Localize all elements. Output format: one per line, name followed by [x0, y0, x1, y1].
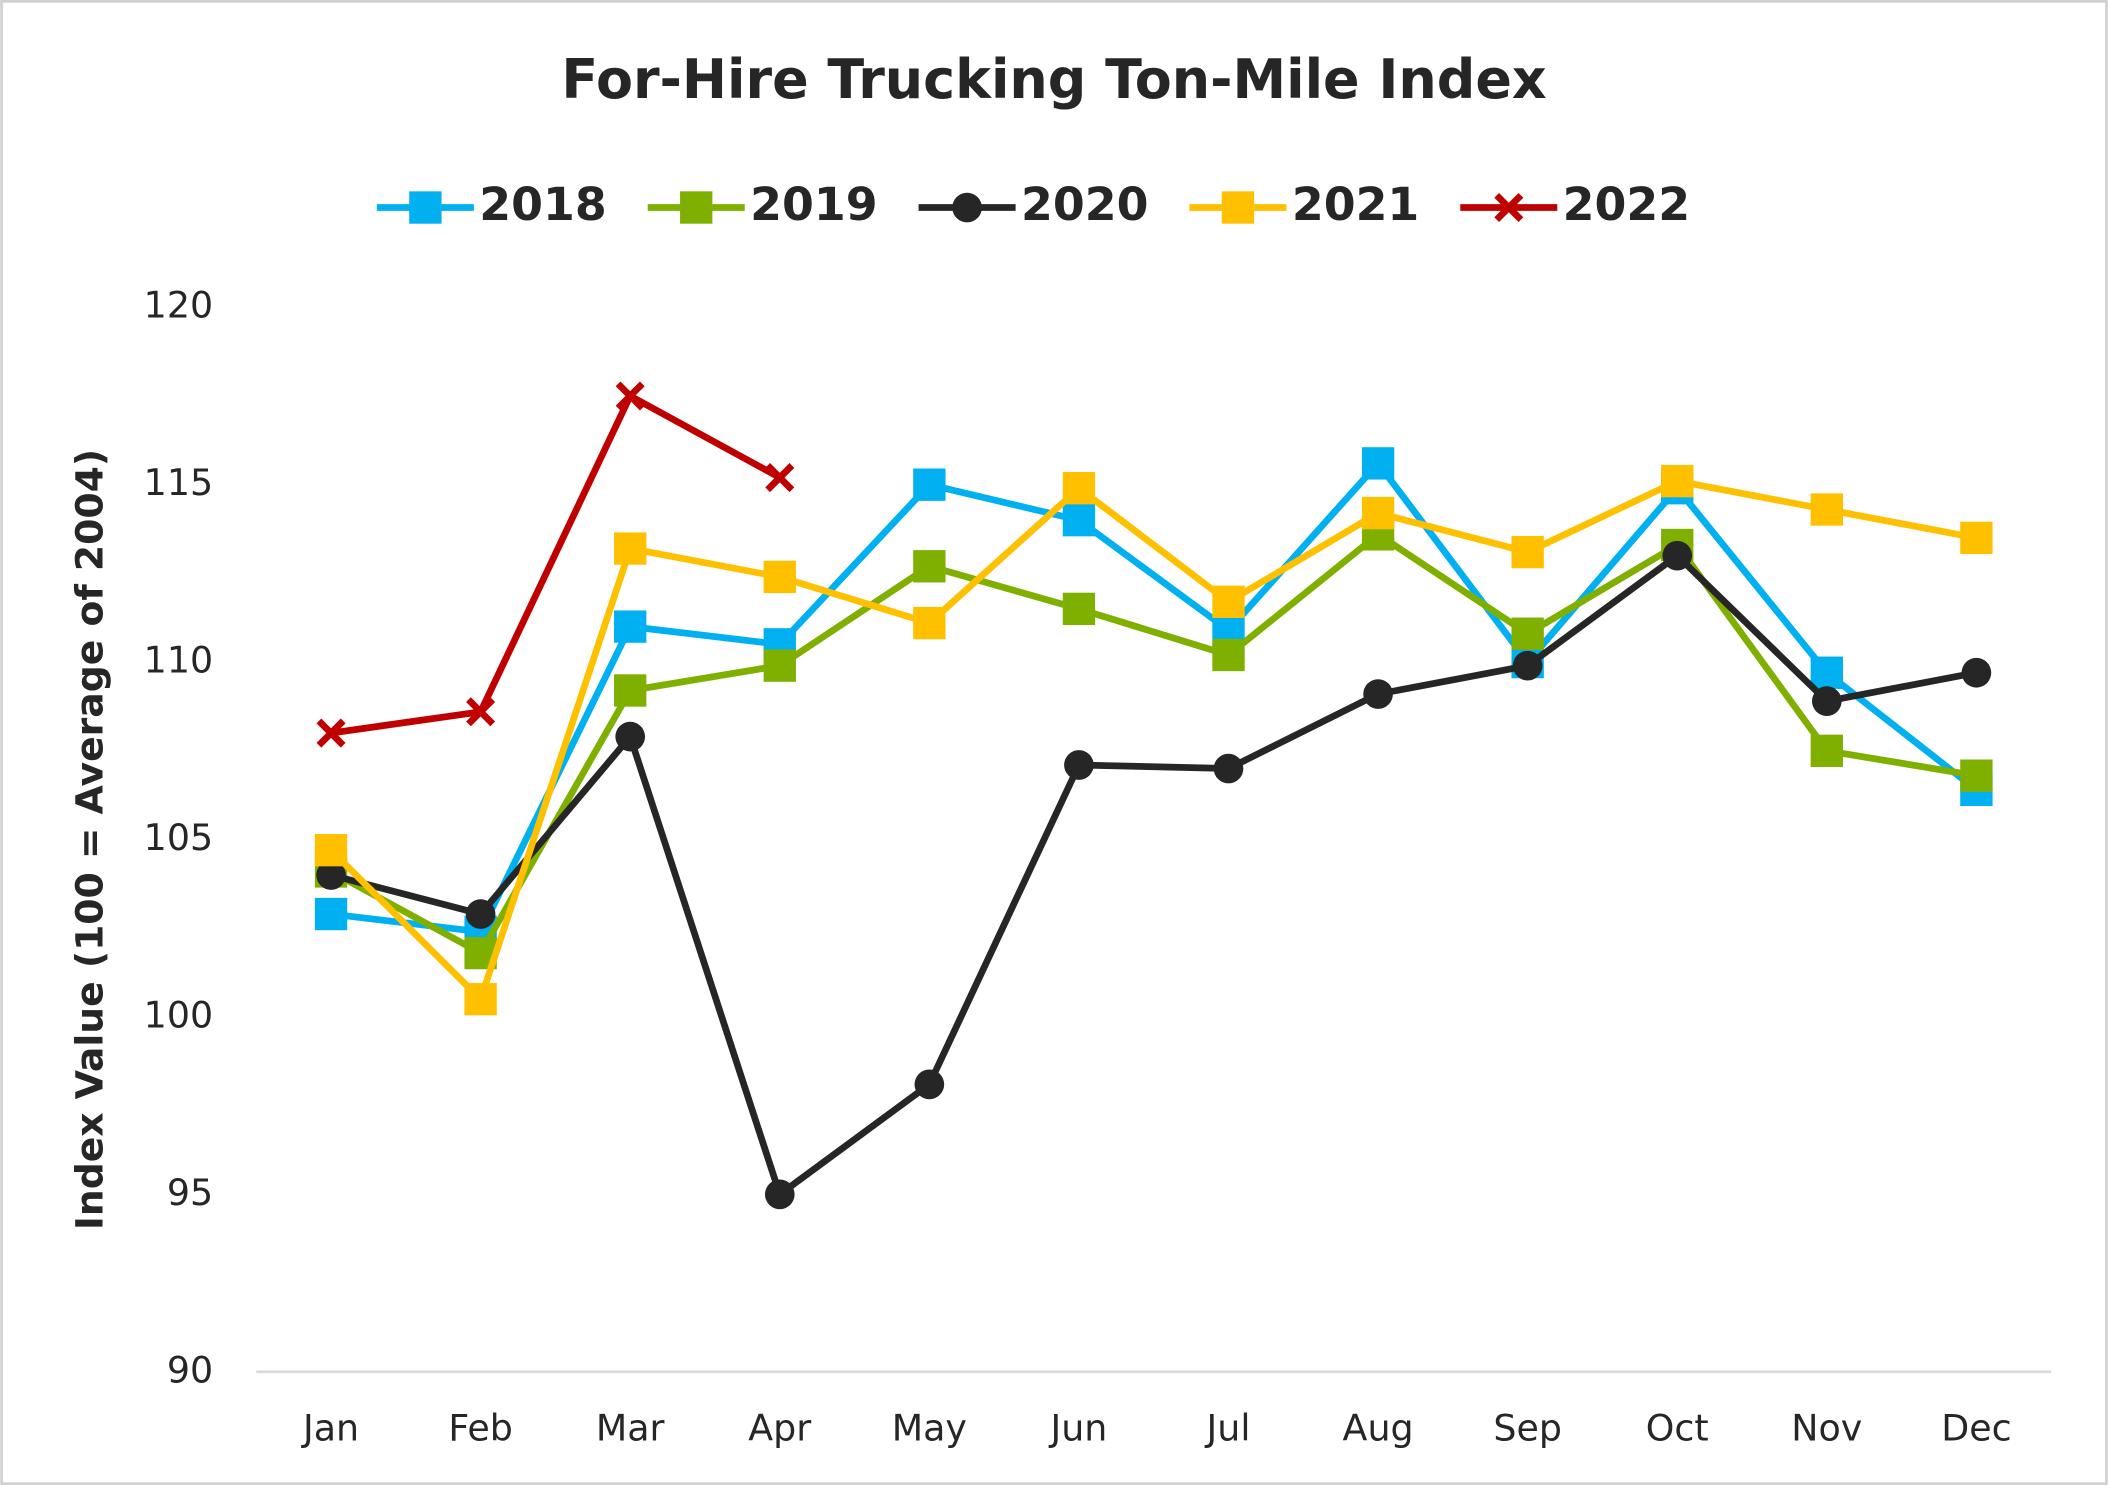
marker	[615, 381, 645, 411]
y-tick-label: 110	[144, 639, 213, 682]
legend-item: 2018	[376, 177, 607, 231]
marker	[1062, 592, 1096, 626]
marker	[1064, 750, 1094, 780]
marker	[763, 560, 796, 594]
marker	[1212, 638, 1245, 672]
marker	[914, 1069, 945, 1100]
x-tick-label: Mar	[596, 1406, 665, 1449]
marker	[1361, 496, 1395, 530]
marker	[1811, 686, 1842, 716]
y-tick-label: 100	[144, 993, 213, 1036]
line	[328, 477, 1978, 1003]
line	[330, 552, 1978, 1198]
y-axis-label: Index Value (100 = Average of 2004)	[67, 449, 111, 1230]
marker	[1661, 464, 1694, 498]
marker	[316, 860, 346, 890]
legend-label: 2018	[479, 177, 606, 231]
series	[316, 540, 1992, 1210]
x-tick-label: Aug	[1343, 1406, 1414, 1449]
marker	[1221, 191, 1255, 224]
marker	[614, 532, 647, 565]
marker	[1213, 753, 1244, 784]
marker	[1062, 503, 1096, 537]
marker	[1361, 447, 1395, 480]
marker	[1512, 650, 1543, 681]
marker	[952, 192, 982, 223]
marker	[615, 721, 646, 752]
marker	[1810, 656, 1843, 689]
legend-label: 2019	[750, 177, 877, 231]
marker	[1212, 585, 1245, 618]
x-tick-label: Jul	[1205, 1406, 1251, 1449]
marker	[1961, 657, 1992, 688]
marker	[765, 463, 795, 493]
x-tick-label: Feb	[448, 1406, 512, 1449]
x-tick-label: Apr	[748, 1406, 811, 1449]
series	[314, 464, 1993, 1016]
marker	[1810, 734, 1843, 767]
marker	[314, 833, 348, 867]
legend-label: 2020	[1021, 177, 1148, 231]
line	[330, 460, 1979, 936]
chart-title: For-Hire Trucking Ton-Mile Index	[561, 48, 1546, 111]
x-tick-label: Sep	[1493, 1406, 1562, 1449]
marker	[614, 610, 647, 643]
marker	[464, 983, 497, 1016]
x-tick-label: Nov	[1791, 1406, 1862, 1449]
marker	[1062, 472, 1096, 505]
line	[330, 392, 782, 737]
marker	[1363, 679, 1393, 709]
x-tick-label: Jan	[301, 1406, 359, 1449]
marker	[913, 468, 946, 501]
legend-label: 2021	[1292, 177, 1419, 231]
marker	[1960, 759, 1993, 792]
marker	[466, 697, 496, 727]
marker	[764, 1179, 795, 1210]
marker	[316, 718, 346, 748]
y-tick-label: 90	[167, 1348, 213, 1391]
marker	[913, 550, 946, 583]
y-tick-label: 115	[144, 461, 213, 504]
marker	[1960, 521, 1993, 555]
x-tick-label: May	[892, 1406, 967, 1449]
marker	[1511, 617, 1544, 650]
legend-item: 2020	[918, 177, 1148, 231]
y-tick-label: 120	[144, 284, 213, 327]
marker	[1810, 493, 1843, 526]
marker	[614, 674, 647, 707]
x-tick-label: Jun	[1049, 1406, 1108, 1449]
legend-item: 2019	[647, 177, 878, 231]
marker	[1662, 540, 1693, 571]
marker	[1494, 193, 1524, 223]
legend-label: 2022	[1563, 177, 1690, 231]
marker	[314, 897, 348, 931]
legend-item: 2022	[1460, 177, 1690, 231]
x-tick-label: Oct	[1646, 1406, 1709, 1449]
x-tick-label: Dec	[1941, 1406, 2011, 1449]
y-tick-label: 95	[167, 1171, 213, 1214]
marker	[465, 899, 496, 929]
y-tick-label: 105	[144, 816, 213, 859]
marker	[913, 606, 946, 640]
marker	[409, 191, 442, 224]
series	[316, 381, 795, 748]
marker	[763, 649, 796, 682]
marker	[680, 191, 713, 224]
legend-item: 2021	[1189, 177, 1419, 231]
marker	[1511, 535, 1544, 569]
